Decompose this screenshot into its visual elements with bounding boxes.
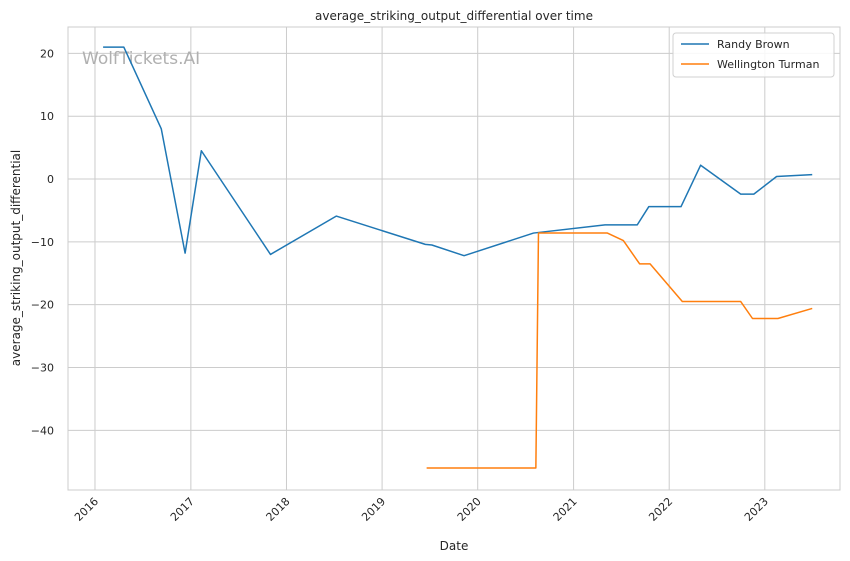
series-layer xyxy=(103,46,813,469)
y-tick-label: −20 xyxy=(31,299,54,312)
y-tick-label: 10 xyxy=(40,110,54,123)
y-axis-ticks: 20 10 0 −10 −20 −30 −40 xyxy=(31,47,54,437)
y-tick-label: −40 xyxy=(31,424,54,437)
x-axis-label: Date xyxy=(440,539,469,553)
plot-background xyxy=(68,27,840,490)
series-line-randy-brown xyxy=(103,46,813,257)
legend: Randy Brown Wellington Turman xyxy=(672,32,835,78)
x-tick-label-2022: 2022 xyxy=(646,495,675,524)
x-tick-label-2017: 2017 xyxy=(168,495,197,524)
chart-title: average_striking_output_differential ove… xyxy=(315,9,593,23)
plot-frame xyxy=(67,26,841,491)
x-tick-label-2023: 2023 xyxy=(742,495,771,524)
y-tick-label: −10 xyxy=(31,236,54,249)
x-tick-label-2021: 2021 xyxy=(551,495,580,524)
x-tick-label-2018: 2018 xyxy=(264,495,293,524)
legend-label-wellington-turman: Wellington Turman xyxy=(717,58,819,71)
y-tick-label: −30 xyxy=(31,361,54,374)
series-line-wellington-turman xyxy=(426,232,813,469)
x-tick-label-2019: 2019 xyxy=(359,495,388,524)
x-tick-label-2016: 2016 xyxy=(72,495,101,524)
y-tick-label: 0 xyxy=(47,173,54,186)
x-tick-label-2020: 2020 xyxy=(455,495,484,524)
y-axis-label: average_striking_output_differential xyxy=(9,150,23,366)
watermark: WolfTickets.AI xyxy=(82,49,200,69)
legend-label-randy-brown: Randy Brown xyxy=(717,38,790,51)
y-tick-label: 20 xyxy=(40,47,54,60)
legend-box xyxy=(672,32,835,78)
x-axis-ticks: 2016 2017 2018 2019 2020 2021 2022 2023 xyxy=(72,495,771,524)
